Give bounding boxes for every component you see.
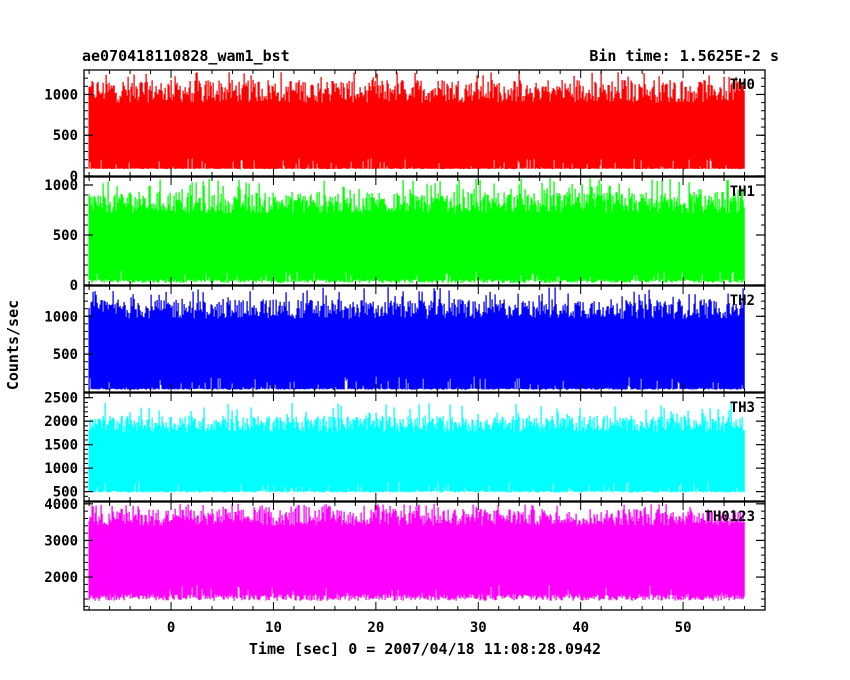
series-th3 <box>88 402 745 493</box>
y-tick-label: 1000 <box>44 178 78 194</box>
y-tick-label: 4000 <box>44 497 78 513</box>
panel-th3: 500 1000 1500 2000 2500 TH3 <box>44 391 766 502</box>
panel-frame <box>83 176 766 286</box>
panel-th1: 0 500 1000 TH1 <box>44 176 766 294</box>
panel-label-th2: TH2 <box>730 293 755 309</box>
y-tick-label: 500 <box>53 128 78 144</box>
bin-time-label: Bin time: 1.5625E-2 s <box>589 47 779 65</box>
series-th0 <box>88 71 745 170</box>
y-axis-label: Counts/sec <box>4 300 22 390</box>
y-tick-label: 500 <box>53 485 78 501</box>
y-tick-label: 0 <box>70 278 78 294</box>
x-tick-label: 20 <box>367 620 384 636</box>
y-tick-label: 1500 <box>44 438 78 454</box>
y-tick-label: 3000 <box>44 533 78 549</box>
panel-frame <box>83 392 766 502</box>
y-tick-label: 2000 <box>44 414 78 430</box>
panel-th0123: 2000 3000 4000 TH0123 <box>44 497 766 611</box>
chart-title: ae070418110828_wam1_bst <box>82 47 290 65</box>
panel-frame <box>83 501 766 611</box>
panel-th2: 500 1000 TH2 <box>44 285 766 393</box>
y-tick-label: 2500 <box>44 391 78 407</box>
panel-label-th1: TH1 <box>730 184 755 200</box>
x-axis-label: Time [sec] 0 = 2007/04/18 11:08:28.0942 <box>249 640 601 658</box>
x-tick-label: 30 <box>470 620 487 636</box>
panel-label-th0123: TH0123 <box>704 509 755 525</box>
series-th0123 <box>88 503 745 601</box>
y-tick-label: 0 <box>70 169 78 185</box>
x-tick-label: 50 <box>675 620 692 636</box>
y-tick-label: 1000 <box>44 309 78 325</box>
y-tick-label: 500 <box>53 347 78 363</box>
y-tick-label: 1000 <box>44 87 78 103</box>
panel-th0: 0 500 1000 TH0 <box>44 69 766 185</box>
series-th1 <box>88 178 745 283</box>
series-th2 <box>88 287 745 390</box>
y-tick-label: 2000 <box>44 570 78 586</box>
panel-frame <box>83 69 766 177</box>
panel-label-th3: TH3 <box>730 400 755 416</box>
x-tick-label: 10 <box>265 620 282 636</box>
y-tick-label: 1000 <box>44 461 78 477</box>
y-tick-label: 500 <box>53 228 78 244</box>
panel-label-th0: TH0 <box>730 77 755 93</box>
x-tick-label: 0 <box>167 620 175 636</box>
x-tick-label: 40 <box>572 620 589 636</box>
